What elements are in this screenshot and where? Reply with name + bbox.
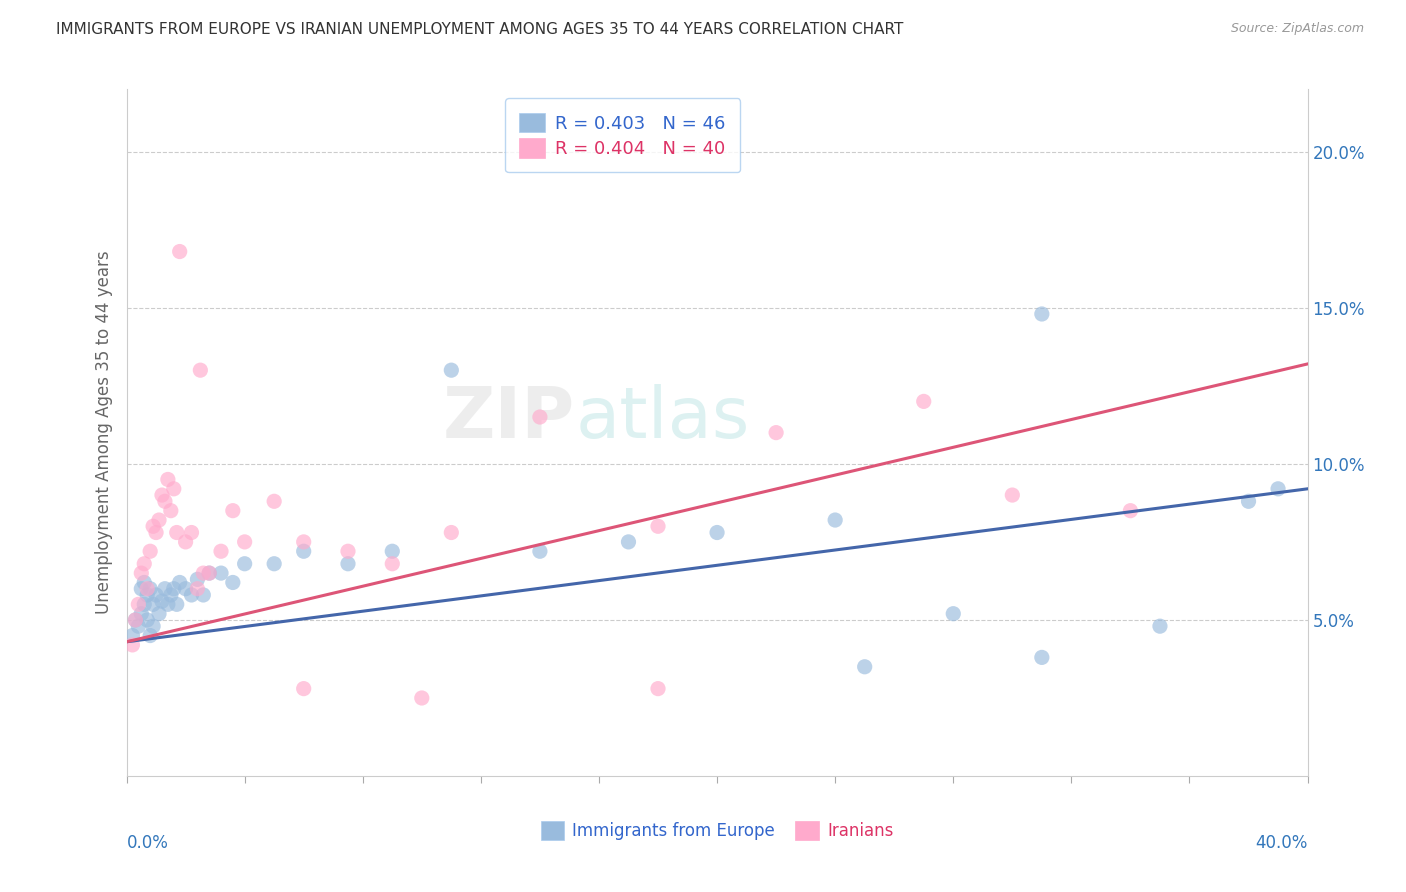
Point — [529, 544, 551, 558]
Point — [198, 566, 221, 580]
Point — [142, 519, 165, 533]
Point — [1001, 488, 1024, 502]
Point — [1119, 503, 1142, 517]
Point — [134, 598, 156, 612]
Point — [166, 598, 188, 612]
Point — [136, 582, 159, 596]
Point — [942, 607, 965, 621]
Point — [129, 607, 153, 621]
Point — [263, 557, 285, 571]
Point — [160, 503, 183, 517]
Point — [381, 557, 404, 571]
Point — [198, 566, 221, 580]
Point — [209, 566, 232, 580]
Point — [174, 534, 197, 549]
Point — [209, 544, 232, 558]
Point — [169, 575, 191, 590]
Point — [186, 582, 208, 596]
Point — [647, 519, 669, 533]
Y-axis label: Unemployment Among Ages 35 to 44 years: Unemployment Among Ages 35 to 44 years — [94, 251, 112, 615]
Point — [912, 394, 935, 409]
Point — [150, 594, 173, 608]
Point — [1031, 307, 1053, 321]
Text: ZIP: ZIP — [443, 384, 575, 453]
Point — [134, 557, 156, 571]
Point — [174, 582, 197, 596]
Point — [129, 582, 153, 596]
Point — [292, 681, 315, 696]
Point — [222, 575, 245, 590]
Point — [127, 619, 149, 633]
Point — [124, 613, 146, 627]
Point — [169, 244, 191, 259]
Point — [440, 525, 463, 540]
Point — [124, 613, 146, 627]
Text: atlas: atlas — [575, 384, 749, 453]
Point — [156, 598, 179, 612]
Point — [156, 472, 179, 486]
Point — [411, 690, 433, 705]
Point — [150, 488, 173, 502]
Point — [129, 566, 153, 580]
Point — [1031, 650, 1053, 665]
Point — [121, 638, 143, 652]
Point — [134, 575, 156, 590]
Point — [142, 619, 165, 633]
Point — [292, 534, 315, 549]
Point — [440, 363, 463, 377]
Text: 0.0%: 0.0% — [127, 834, 169, 852]
Point — [145, 588, 167, 602]
Point — [337, 544, 360, 558]
Text: 40.0%: 40.0% — [1256, 834, 1308, 852]
Point — [1267, 482, 1289, 496]
Point — [148, 513, 170, 527]
Point — [127, 598, 149, 612]
Point — [233, 557, 256, 571]
Point — [233, 534, 256, 549]
Point — [153, 494, 176, 508]
Point — [647, 681, 669, 696]
Point — [263, 494, 285, 508]
Point — [853, 660, 876, 674]
Point — [166, 525, 188, 540]
Point — [337, 557, 360, 571]
Point — [136, 588, 159, 602]
Point — [529, 409, 551, 424]
Point — [145, 525, 167, 540]
Legend: Immigrants from Europe, Iranians: Immigrants from Europe, Iranians — [534, 814, 900, 847]
Point — [188, 363, 212, 377]
Point — [163, 482, 186, 496]
Point — [148, 607, 170, 621]
Point — [160, 588, 183, 602]
Point — [139, 544, 162, 558]
Point — [121, 628, 143, 642]
Point — [824, 513, 846, 527]
Point — [139, 582, 162, 596]
Point — [180, 525, 202, 540]
Point — [1149, 619, 1171, 633]
Point — [153, 582, 176, 596]
Point — [222, 503, 245, 517]
Point — [186, 573, 208, 587]
Point — [136, 613, 159, 627]
Point — [142, 598, 165, 612]
Point — [193, 566, 215, 580]
Point — [765, 425, 787, 440]
Point — [180, 588, 202, 602]
Point — [163, 582, 186, 596]
Point — [1237, 494, 1260, 508]
Point — [292, 544, 315, 558]
Point — [139, 628, 162, 642]
Point — [381, 544, 404, 558]
Text: Source: ZipAtlas.com: Source: ZipAtlas.com — [1230, 22, 1364, 36]
Point — [193, 588, 215, 602]
Point — [706, 525, 728, 540]
Text: IMMIGRANTS FROM EUROPE VS IRANIAN UNEMPLOYMENT AMONG AGES 35 TO 44 YEARS CORRELA: IMMIGRANTS FROM EUROPE VS IRANIAN UNEMPL… — [56, 22, 904, 37]
Point — [617, 534, 640, 549]
